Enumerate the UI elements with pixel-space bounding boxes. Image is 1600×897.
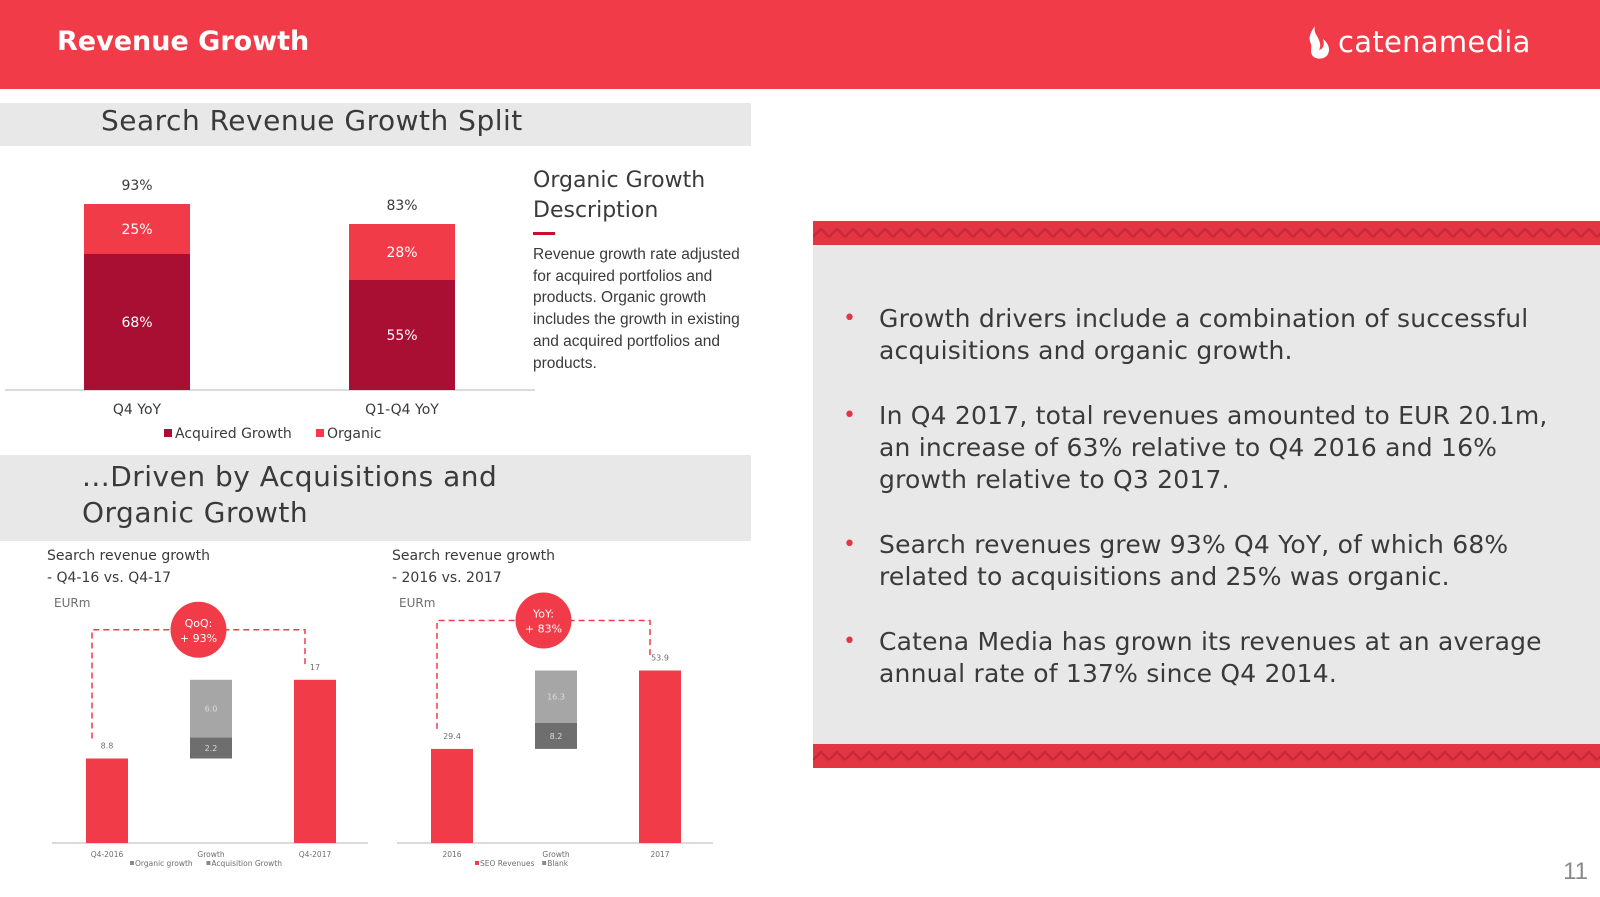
flame-logo-icon	[1309, 26, 1330, 59]
chart-title: Search revenue growth	[392, 548, 555, 564]
legend-label: Organic growth	[135, 859, 193, 868]
brand-name: catenamedia	[1338, 25, 1531, 59]
organic-title-line2: Description	[533, 198, 659, 223]
page-number: 11	[1563, 858, 1588, 885]
data-label: 2.2	[205, 744, 218, 753]
legend-swatch	[316, 429, 324, 437]
organic-title-line1: Organic Growth	[533, 168, 706, 193]
category-label: Q4 YoY	[113, 402, 162, 418]
section-band-1: Search Revenue Growth Split	[0, 103, 751, 146]
chart-subtitle: - 2016 vs. 2017	[392, 570, 502, 586]
data-label: 25%	[121, 222, 152, 238]
organic-title: Organic Growth Description	[533, 166, 753, 226]
bar-start	[431, 748, 473, 843]
bar-growth-segment	[535, 670, 577, 723]
data-label: 53.9	[651, 654, 669, 663]
legend-swatch	[475, 861, 479, 865]
badge-value: + 83%	[525, 623, 562, 636]
bullet-item: Growth drivers include a combination of …	[843, 303, 1583, 367]
organic-description: Revenue growth rate adjusted for acquire…	[533, 246, 740, 372]
data-label: 8.2	[550, 732, 563, 741]
legend-label: SEO Revenues	[480, 859, 534, 868]
section-band-2: ...Driven by Acquisitions and Organic Gr…	[0, 455, 751, 541]
bar-start	[86, 758, 128, 843]
bullet-item: In Q4 2017, total revenues amounted to E…	[843, 400, 1583, 496]
bar-growth-segment	[190, 679, 232, 738]
data-label: 28%	[386, 245, 417, 261]
bar-end	[294, 679, 336, 843]
legend-swatch	[130, 861, 134, 865]
data-label: 16.3	[547, 693, 565, 702]
bar-growth-segment	[190, 737, 232, 759]
unit-label: EURm	[54, 596, 90, 610]
legend-label: Blank	[547, 859, 569, 868]
brand-logo: catenamedia	[1306, 22, 1531, 62]
category-label: Q1-Q4 YoY	[365, 402, 439, 418]
waterfall-chart-annual: Search revenue growth - 2016 vs. 2017 EURm…	[392, 548, 713, 868]
header-bar: Revenue Growth catenamedia	[0, 0, 1600, 89]
bar-segment	[349, 224, 455, 280]
category-label: Growth	[542, 850, 569, 859]
category-label: Growth	[197, 850, 224, 859]
waterfall-chart-quarterly: Search revenue growth - Q4-16 vs. Q4-17 EU…	[47, 548, 368, 868]
section-title-2: ...Driven by Acquisitions and Organic Gr…	[82, 459, 497, 531]
organic-divider	[533, 232, 555, 235]
bar-segment	[84, 254, 190, 390]
data-label: 17	[310, 663, 320, 672]
bar-segment	[84, 204, 190, 254]
legend-label: Organic	[327, 426, 381, 442]
unit-label: EURm	[399, 596, 435, 610]
chart-title: Search revenue growth	[47, 548, 210, 564]
zigzag-pattern-bottom	[813, 744, 1600, 768]
category-label: Q4-2016	[91, 850, 124, 859]
bullet-item: Search revenues grew 93% Q4 YoY, of whic…	[843, 529, 1583, 593]
page-title: Revenue Growth	[57, 26, 310, 57]
category-label: 2017	[650, 850, 669, 859]
legend-swatch	[164, 429, 172, 437]
bar-segment	[349, 280, 455, 390]
bar-end	[639, 670, 681, 843]
section-title-2-line1: ...Driven by Acquisitions and	[82, 460, 498, 493]
section-title-1: Search Revenue Growth Split	[101, 104, 523, 137]
data-label: 6.0	[205, 705, 218, 714]
growth-badge	[170, 601, 227, 658]
growth-badge	[515, 592, 572, 649]
badge-label: QoQ:	[185, 617, 213, 630]
badge-label: YoY:	[532, 608, 554, 621]
bar-growth-segment	[535, 722, 577, 749]
category-label: 2016	[442, 850, 461, 859]
data-label: 55%	[386, 328, 417, 344]
legend-swatch	[206, 861, 211, 865]
zigzag-pattern-top	[813, 221, 1600, 245]
zigzag-border-top	[813, 221, 1600, 245]
summary-bullets: Growth drivers include a combination of …	[843, 303, 1583, 723]
data-label: 68%	[121, 315, 152, 331]
zigzag-border-bottom	[813, 744, 1600, 768]
total-label: 93%	[121, 178, 152, 194]
legend-label: Acquired Growth	[175, 426, 292, 442]
data-label: 29.4	[443, 732, 461, 741]
bullet-item: Catena Media has grown its revenues at a…	[843, 626, 1583, 690]
legend-swatch	[542, 861, 547, 865]
data-label: 8.8	[101, 742, 114, 751]
legend-label: Acquisition Growth	[211, 859, 282, 868]
chart-subtitle: - Q4-16 vs. Q4-17	[47, 570, 171, 586]
category-label: Q4-2017	[299, 850, 332, 859]
total-label: 83%	[386, 198, 417, 214]
section-title-2-line2: Organic Growth	[82, 496, 309, 529]
badge-value: + 93%	[180, 632, 217, 645]
stacked-bar-chart: 68% 25% 93% Q4 YoY 55% 28% 83% Q1-Q4 YoY Acquire…	[5, 178, 535, 442]
